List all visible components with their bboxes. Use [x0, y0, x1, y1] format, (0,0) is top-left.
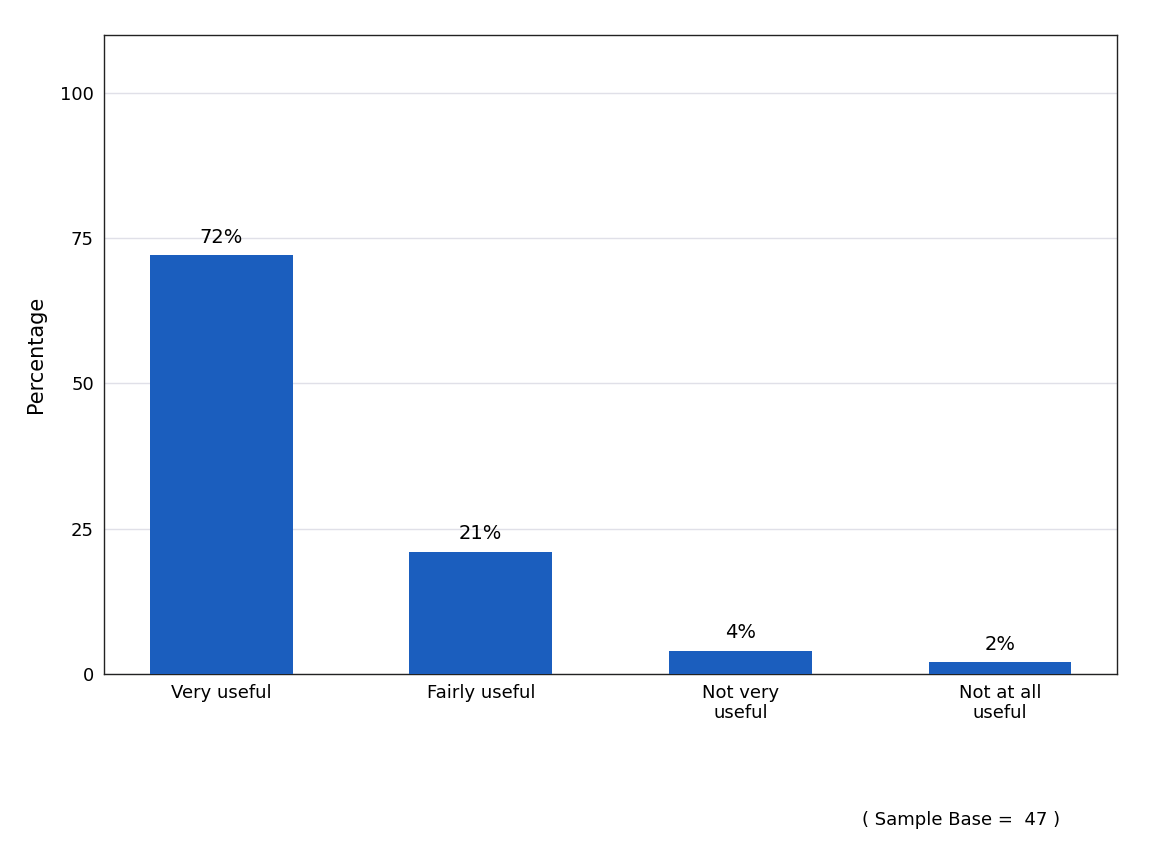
Text: 21%: 21%	[458, 524, 502, 543]
Text: 72%: 72%	[199, 228, 243, 247]
Bar	[409, 552, 552, 674]
Y-axis label: Percentage: Percentage	[26, 295, 46, 413]
Text: 2%: 2%	[985, 634, 1015, 653]
Text: 4%: 4%	[725, 623, 756, 642]
Text: ( Sample Base =  47 ): ( Sample Base = 47 )	[862, 811, 1060, 829]
Bar	[150, 256, 293, 674]
Bar	[669, 651, 812, 674]
Bar	[929, 663, 1071, 674]
